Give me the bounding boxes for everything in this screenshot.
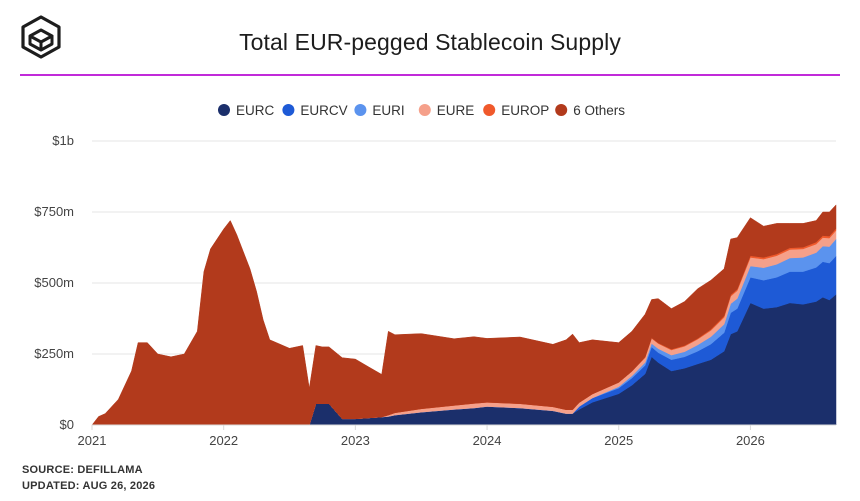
- y-tick-label: $500m: [34, 275, 74, 290]
- legend-swatch-euri: [354, 104, 367, 116]
- legend-label-eurc: EURC: [236, 103, 275, 118]
- legend-label-eurcv: EURCV: [300, 103, 347, 118]
- x-tick-label: 2021: [78, 433, 107, 448]
- legend-swatch-6-others: [555, 104, 568, 116]
- legend-swatch-eurc: [218, 104, 230, 116]
- legend-swatch-eurcv: [282, 104, 295, 116]
- source-note: SOURCE: DEFILLAMA: [22, 464, 143, 476]
- the-block-logo-icon: [21, 15, 61, 59]
- legend-label-6-others: 6 Others: [573, 103, 625, 118]
- y-tick-label: $750m: [34, 204, 74, 219]
- legend-label-euri: EURI: [372, 103, 404, 118]
- title-divider: [20, 74, 840, 76]
- legend-swatch-eure: [418, 104, 431, 116]
- axes: $0 $250m $500m $750m $1b 2021 2022 2023 2024 2025…: [34, 133, 836, 448]
- legend-label-eure: EURE: [437, 103, 475, 118]
- y-tick-label: $1b: [52, 133, 74, 148]
- x-tick-label: 2022: [209, 433, 238, 448]
- legend-label-europ: EUROP: [501, 103, 549, 118]
- page-title: Total EUR-pegged Stablecoin Supply: [239, 29, 621, 55]
- x-tick-label: 2026: [736, 433, 765, 448]
- y-tick-label: $0: [60, 417, 74, 432]
- y-tick-label: $250m: [34, 346, 74, 361]
- legend-swatch-europ: [483, 104, 496, 116]
- x-tick-label: 2023: [341, 433, 370, 448]
- x-tick-label: 2024: [473, 433, 502, 448]
- legend: EURC EURCV EURI EURE EUROP 6 Others: [218, 103, 625, 118]
- x-tick-label: 2025: [604, 433, 633, 448]
- area-series-group: [91, 204, 837, 426]
- updated-note: UPDATED: AUG 26, 2026: [22, 480, 156, 492]
